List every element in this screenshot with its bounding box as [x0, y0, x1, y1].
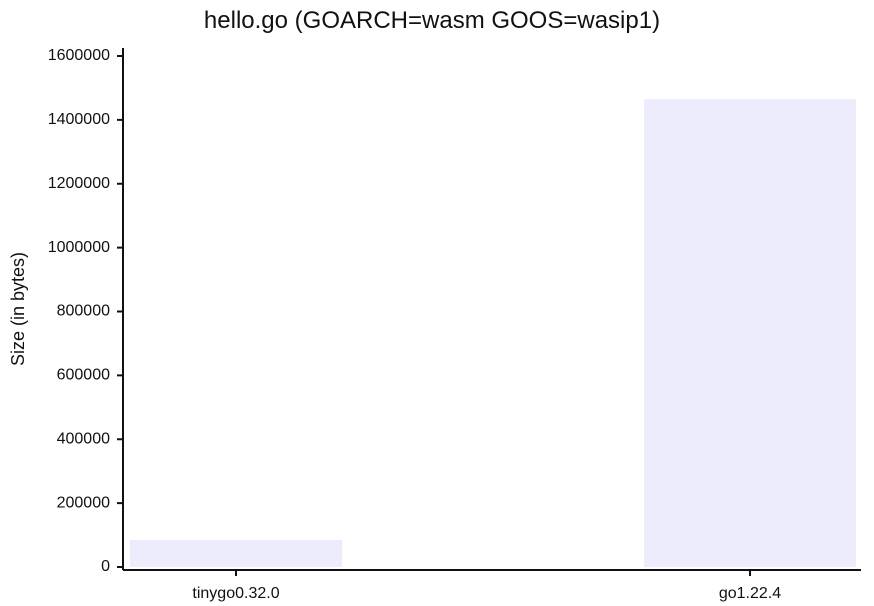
y-axis-label: Size (in bytes): [8, 252, 28, 366]
y-tick-label: 600000: [57, 367, 110, 384]
y-tick-label: 1400000: [48, 111, 110, 128]
y-tick-label: 0: [101, 558, 110, 575]
bar-tinygo0-32-0: [130, 539, 342, 567]
y-tick-label: 1600000: [48, 47, 110, 64]
x-tick-label: go1.22.4: [719, 585, 781, 602]
y-tick-label: 200000: [57, 494, 110, 511]
bars-layer: [130, 99, 856, 567]
x-axis-ticks: tinygo0.32.0 go1.22.4: [192, 570, 781, 602]
y-tick-label: 1000000: [48, 239, 110, 256]
y-tick-label: 1200000: [48, 175, 110, 192]
bar-go1-22-4: [644, 99, 856, 567]
y-axis-ticks: 0 200000 400000 600000 800000 1000000 1200000 1…: [48, 47, 123, 575]
chart-title: hello.go (GOARCH=wasm GOOS=wasip1): [204, 7, 660, 34]
y-tick-label: 400000: [57, 430, 110, 447]
x-tick-label: tinygo0.32.0: [192, 585, 279, 602]
y-tick-label: 800000: [57, 303, 110, 320]
